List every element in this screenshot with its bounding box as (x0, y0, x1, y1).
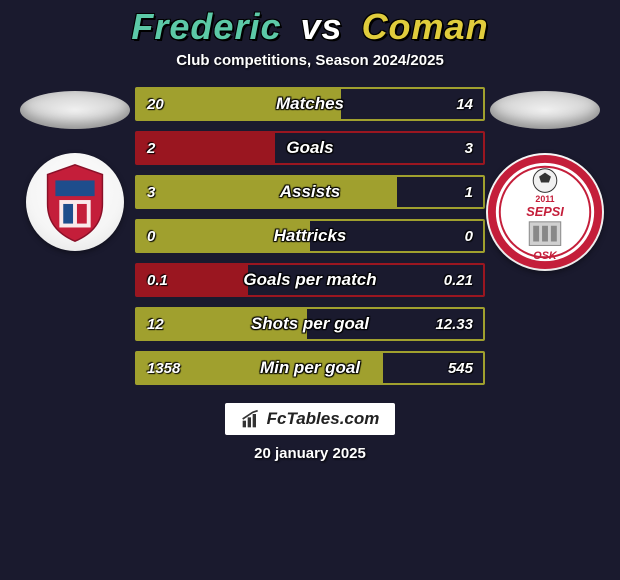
stat-row: 1358Min per goal545 (135, 351, 485, 385)
stat-row: 20Matches14 (135, 87, 485, 121)
stat-label: Hattricks (137, 226, 483, 246)
stat-value-right: 1 (465, 184, 473, 201)
comparison-infographic: Frederic vs Coman Club competitions, Sea… (0, 0, 620, 580)
player1-club-crest (26, 153, 124, 251)
stat-row: 2Goals3 (135, 131, 485, 165)
brand-badge: FcTables.com (225, 403, 396, 435)
stat-value-right: 3 (465, 140, 473, 157)
stat-value-right: 0.21 (444, 272, 473, 289)
date-text: 20 january 2025 (254, 445, 366, 462)
svg-text:SEPSI: SEPSI (526, 204, 564, 219)
stat-value-right: 14 (456, 96, 473, 113)
player1-silhouette (20, 91, 130, 129)
chart-icon (241, 409, 261, 429)
stat-value-right: 545 (448, 360, 473, 377)
stat-label: Matches (137, 94, 483, 114)
player2-silhouette (490, 91, 600, 129)
stat-label: Min per goal (137, 358, 483, 378)
title: Frederic vs Coman (131, 6, 488, 48)
stat-label: Shots per goal (137, 314, 483, 334)
stat-value-right: 0 (465, 228, 473, 245)
stat-row: 3Assists1 (135, 175, 485, 209)
player2-club-crest: 2011 SEPSI OSK (486, 153, 604, 271)
main-row: 20Matches142Goals33Assists10Hattricks00.… (0, 87, 620, 385)
stat-label: Goals (137, 138, 483, 158)
stat-label: Assists (137, 182, 483, 202)
stat-row: 12Shots per goal12.33 (135, 307, 485, 341)
player2-name: Coman (362, 6, 489, 47)
svg-text:2011: 2011 (535, 194, 554, 204)
vs-label: vs (301, 6, 343, 47)
subtitle: Club competitions, Season 2024/2025 (176, 52, 444, 69)
left-side (15, 87, 135, 251)
stat-bars: 20Matches142Goals33Assists10Hattricks00.… (135, 87, 485, 385)
brand-text: FcTables.com (267, 409, 380, 429)
right-side: 2011 SEPSI OSK (485, 87, 605, 271)
stat-row: 0Hattricks0 (135, 219, 485, 253)
stat-label: Goals per match (137, 270, 483, 290)
stat-row: 0.1Goals per match0.21 (135, 263, 485, 297)
stat-value-right: 12.33 (435, 316, 473, 333)
player1-name: Frederic (131, 6, 281, 47)
svg-text:OSK: OSK (533, 250, 558, 262)
footer: FcTables.com 20 january 2025 (225, 403, 396, 462)
